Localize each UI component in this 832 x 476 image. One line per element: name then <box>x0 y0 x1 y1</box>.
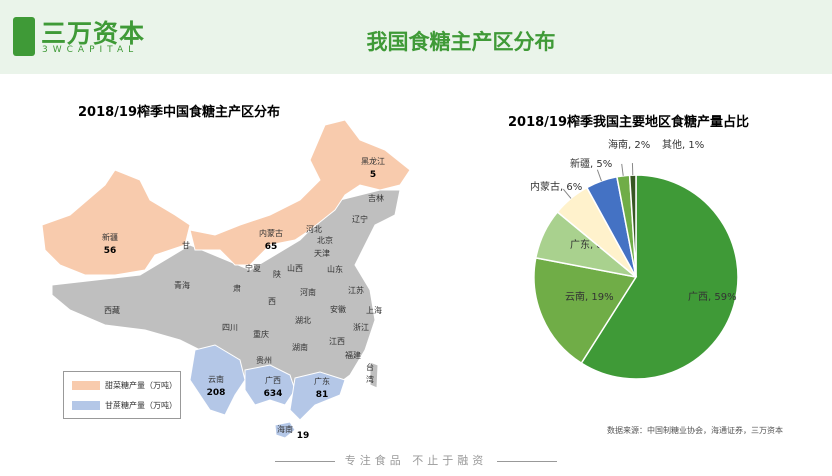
page-title: 我国食糖主产区分布 <box>366 30 556 54</box>
province-label: 上海 <box>366 305 382 315</box>
map-legend: 甜菜糖产量（万吨） 甘蔗糖产量（万吨） <box>63 371 181 419</box>
pie-title: 2018/19榨季我国主要地区食糖产量占比 <box>508 115 750 130</box>
map-region-hainan <box>274 421 296 439</box>
pie-leader-line <box>562 188 572 199</box>
pie-slice-0 <box>580 174 739 380</box>
province-label: 辽宁 <box>352 214 368 224</box>
province-label: 湖北 <box>295 316 311 325</box>
province-label: 福建 <box>345 350 361 360</box>
pie-label: 其他, 1% <box>662 138 704 151</box>
province-label: 宁夏 <box>245 263 261 273</box>
map-title: 2018/19榨季中国食糖主产区分布 <box>78 105 281 120</box>
province-label: 云南 <box>208 374 224 384</box>
map-region-guangxi <box>244 364 296 406</box>
pie-label: 内蒙古, 6% <box>530 180 582 193</box>
province-label: 青海 <box>174 280 190 290</box>
province-label: 天津 <box>314 248 330 258</box>
province-label: 江西 <box>329 337 345 346</box>
logo-subtext: 3WCAPITAL <box>42 45 139 55</box>
logo-text: 三万资本 <box>41 19 146 48</box>
province-label: 贵州 <box>256 355 272 365</box>
map-region-guangdong <box>289 371 346 421</box>
province-label: 安徽 <box>330 304 346 314</box>
province-label: 吉林 <box>368 193 384 203</box>
province-label: 山东 <box>327 264 343 274</box>
province-value: 5 <box>370 170 376 180</box>
province-label: 西 <box>268 297 276 306</box>
province-value: 19 <box>297 431 310 441</box>
province-value: 634 <box>264 389 283 399</box>
footer: 专注食品 不止于融资 <box>0 452 832 468</box>
pie-leader-line <box>596 169 602 182</box>
pie-label: 云南, 19% <box>565 290 614 303</box>
province-label: 肃 <box>233 283 241 293</box>
pie-label: 海南, 2% <box>608 138 650 151</box>
pie-label: 广西, 59% <box>688 291 737 303</box>
pie-leader-line <box>621 163 624 176</box>
province-label: 海南 <box>277 424 293 434</box>
source-note: 数据来源：中国制糖业协会，海通证券，三万资本 <box>607 426 783 435</box>
province-label: 新疆 <box>102 232 118 242</box>
map-region-taiwan <box>369 361 379 389</box>
province-label: 河北 <box>306 224 322 234</box>
province-label: 山西 <box>287 263 303 273</box>
map-region-yunnan <box>189 344 246 416</box>
province-label: 江苏 <box>348 285 364 295</box>
province-label: 甘 <box>182 240 190 250</box>
legend-item-beet: 甜菜糖产量（万吨） <box>72 380 177 391</box>
province-value: 208 <box>207 388 226 398</box>
province-label: 湖南 <box>292 342 308 352</box>
pie-label: 新疆, 5% <box>570 157 612 170</box>
pie-slice-1 <box>533 257 638 365</box>
province-label: 西藏 <box>104 305 120 315</box>
province-label: 内蒙古 <box>259 228 283 238</box>
province-label: 台 <box>366 362 374 372</box>
province-label: 重庆 <box>253 329 269 339</box>
province-label: 北京 <box>317 235 333 245</box>
logo-icon <box>13 17 35 56</box>
province-value: 56 <box>104 246 117 256</box>
province-label: 浙江 <box>353 322 369 332</box>
province-label: 黑龙江 <box>361 156 385 166</box>
province-label: 广西 <box>265 375 281 385</box>
legend-item-cane: 甘蔗糖产量（万吨） <box>72 400 177 411</box>
province-label: 湾 <box>366 374 374 384</box>
province-value: 81 <box>316 390 329 400</box>
map-region-neimenggu-heilongjiang <box>189 119 411 266</box>
province-label: 河南 <box>300 287 316 297</box>
header: 三万资本 3WCAPITAL 我国食糖主产区分布 <box>0 0 832 74</box>
province-label: 四川 <box>222 323 238 332</box>
province-label: 广东 <box>314 376 330 386</box>
map-region-xinjiang <box>41 169 191 276</box>
province-label: 陕 <box>273 269 281 279</box>
province-value: 65 <box>265 242 278 252</box>
